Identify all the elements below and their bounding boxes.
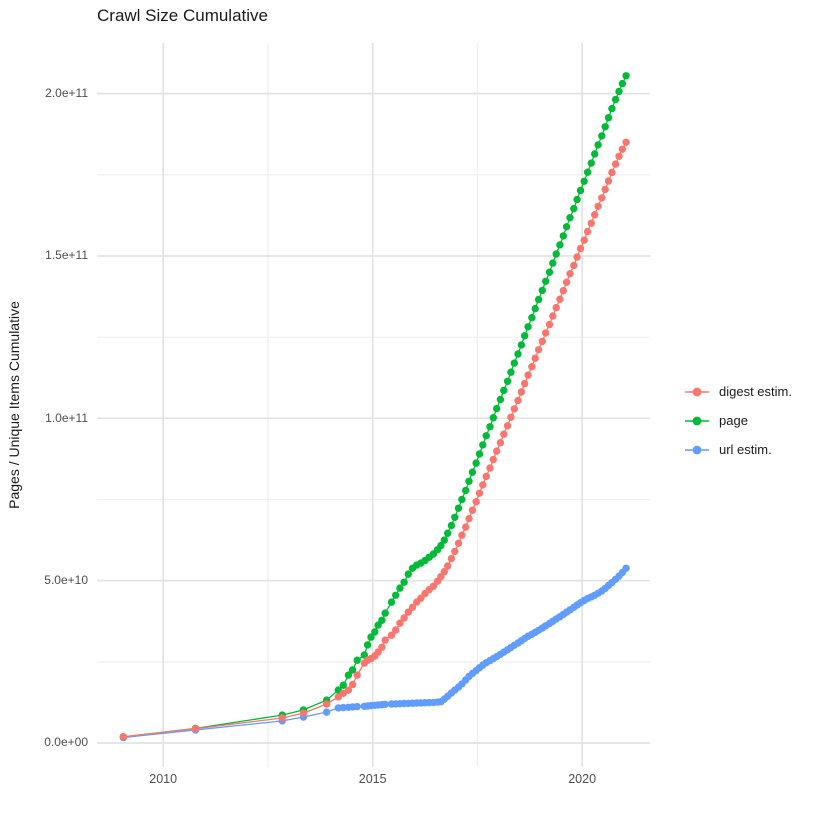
x-tick-label: 2010 xyxy=(149,772,178,786)
legend-label: page xyxy=(719,413,748,428)
y-tick-label: 2.0e+11 xyxy=(45,86,88,101)
url-estim-key-icon xyxy=(685,445,709,454)
legend-label: url estim. xyxy=(719,442,772,457)
page-key-icon xyxy=(685,416,709,425)
y-tick-label: 1.0e+11 xyxy=(45,410,88,425)
digest-estim-key-icon xyxy=(685,387,709,396)
y-tick-label: 0.0e+00 xyxy=(44,735,88,750)
legend: digest estim. page url estim. xyxy=(684,377,792,464)
x-tick-label: 2020 xyxy=(568,772,597,786)
legend-item-page: page xyxy=(684,406,792,435)
legend-item-digest-estim: digest estim. xyxy=(684,377,792,406)
y-tick-label: 5.0e+10 xyxy=(44,573,88,588)
legend-item-url-estim: url estim. xyxy=(684,435,792,464)
chart-title: Crawl Size Cumulative xyxy=(97,6,268,25)
legend-label: digest estim. xyxy=(719,384,792,399)
y-axis-title: Pages / Unique Items Cumulative xyxy=(6,301,22,509)
y-tick-label: 1.5e+11 xyxy=(45,248,88,263)
x-tick-label: 2015 xyxy=(358,772,387,786)
